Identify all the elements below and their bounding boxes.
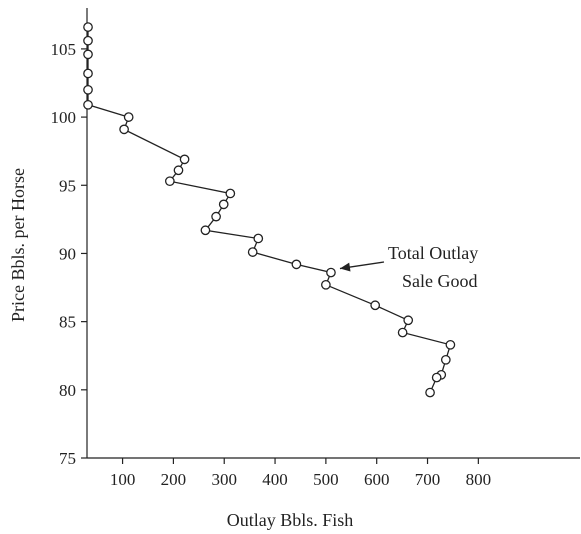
data-point: [83, 22, 93, 32]
y-axis-label: Price Bbls. per Horse: [8, 168, 28, 322]
x-tick-label: 700: [415, 470, 441, 489]
x-tick-label: 500: [313, 470, 339, 489]
data-point: [119, 124, 129, 135]
data-point: [211, 211, 221, 222]
data-point: [397, 327, 408, 338]
x-tick-label: 400: [262, 470, 288, 489]
data-point: [173, 165, 184, 176]
y-tick-label: 95: [59, 176, 76, 195]
data-point: [291, 259, 302, 270]
y-tick-label: 105: [51, 40, 77, 59]
x-tick-label: 200: [161, 470, 187, 489]
data-point: [253, 233, 264, 244]
y-tick-label: 85: [59, 313, 76, 332]
data-point: [370, 300, 381, 311]
data-point: [83, 35, 93, 46]
data-point: [326, 267, 336, 278]
data-point: [83, 68, 93, 79]
axes: [86, 8, 580, 459]
annotation-arrow: [339, 261, 385, 272]
x-tick-label: 800: [466, 470, 492, 489]
annotation-line-1: Total Outlay: [388, 243, 478, 263]
x-tick-label: 600: [364, 470, 390, 489]
y-tick-label: 80: [59, 381, 76, 400]
data-point: [83, 49, 93, 60]
data-point: [200, 225, 211, 236]
data-point: [445, 339, 456, 350]
data-point: [247, 247, 258, 257]
annotation-line-2: Sale Good: [402, 271, 478, 291]
x-axis-label: Outlay Bbls. Fish: [227, 510, 354, 530]
data-point: [164, 176, 175, 187]
ticks-group: 100 200 300 400 500 600 700 800 75 80 85 90 95 100 105: [51, 40, 492, 489]
data-point: [218, 199, 229, 210]
data-point: [83, 84, 93, 95]
series-group: [83, 22, 456, 398]
data-point: [403, 315, 414, 326]
y-tick-label: 100: [51, 108, 77, 127]
data-point: [431, 372, 442, 383]
series-line: [87, 27, 452, 393]
data-point: [123, 112, 134, 122]
data-point: [321, 279, 331, 290]
data-point: [225, 188, 236, 199]
data-point: [83, 99, 93, 110]
data-point: [440, 354, 451, 365]
x-tick-label: 100: [110, 470, 136, 489]
y-tick-label: 75: [59, 449, 76, 468]
x-tick-label: 300: [211, 470, 237, 489]
y-tick-label: 90: [59, 244, 76, 263]
data-point: [425, 387, 435, 398]
data-point: [179, 154, 190, 165]
annotation-arrow-head: [339, 262, 351, 272]
